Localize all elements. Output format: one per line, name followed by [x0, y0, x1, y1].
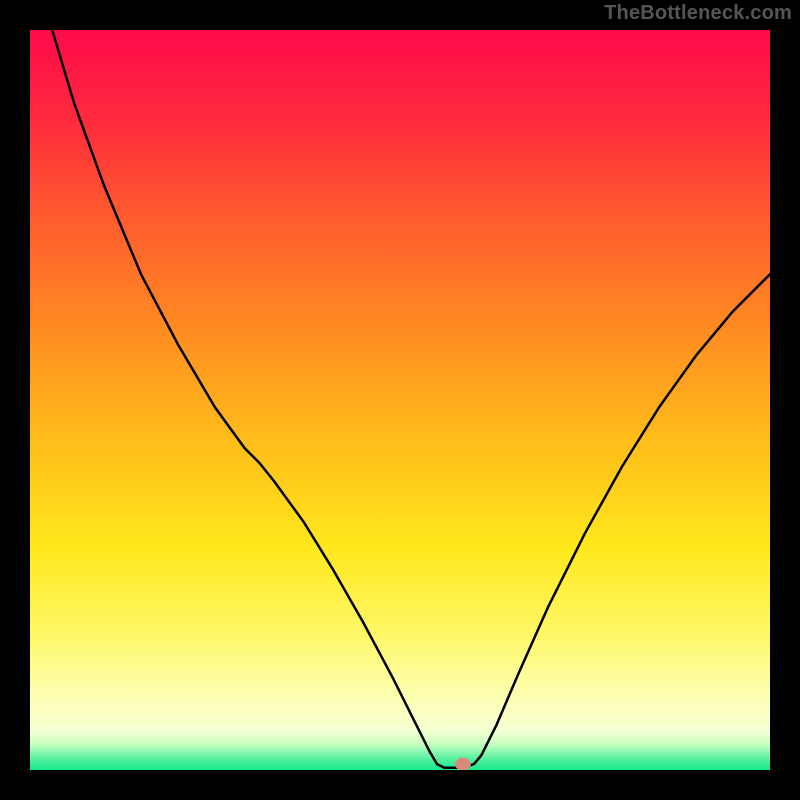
- bottleneck-chart: [30, 30, 770, 770]
- optimal-point-marker: [455, 758, 471, 770]
- watermark-text: TheBottleneck.com: [604, 2, 792, 25]
- chart-background: [30, 30, 770, 770]
